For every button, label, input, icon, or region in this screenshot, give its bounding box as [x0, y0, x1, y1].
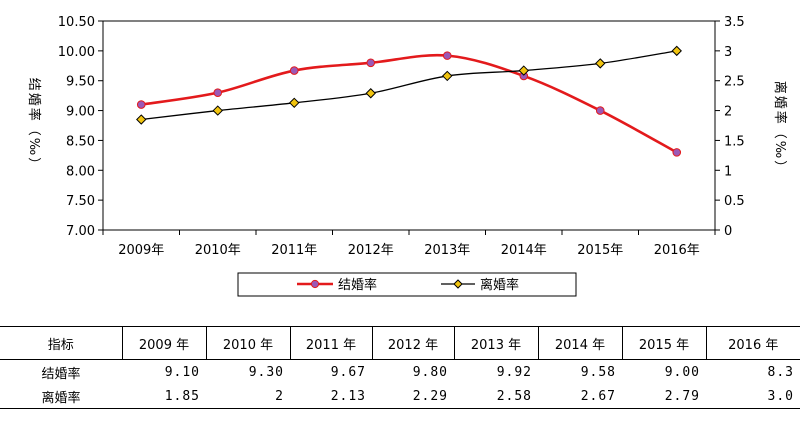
marriage-rate-point: [595, 106, 605, 115]
x-tick-label: 2010年: [195, 243, 241, 258]
legend-marriage-marker: [310, 279, 320, 289]
table-year-header: 2016 年: [705, 326, 800, 360]
table-row-label: 结婚率: [41, 366, 81, 382]
legend: 结婚率 离婚率: [237, 272, 577, 297]
table-cell: 1.85: [122, 384, 206, 409]
table-year-header: 2013 年: [453, 326, 538, 360]
x-tick-label: 2013年: [424, 243, 470, 258]
divorce-rate-point: [136, 114, 147, 125]
x-tick-label: 2009年: [118, 243, 164, 258]
marriage-rate-point: [672, 148, 682, 157]
y-left-tick-label: 10.50: [58, 15, 95, 30]
table-year-header: 2011 年: [289, 326, 372, 360]
y-right-tick-label: 2.5: [724, 75, 745, 90]
x-tick-label: 2011年: [271, 243, 317, 258]
x-tick-label: 2014年: [501, 243, 547, 258]
divorce-rate-point: [212, 105, 223, 116]
table-row-marriage-rate: 结婚率 9.10 9.30 9.67 9.80 9.92 9.58 9.00 8…: [0, 360, 800, 385]
legend-divorce-marker: [453, 279, 463, 289]
table-cell: 8.3: [767, 364, 794, 380]
marriage-divorce-chart: 7.00 7.50 8.00 8.50 9.00 9.50 10.00 10.50 0 0.5 1 1…: [26, 15, 788, 297]
table-cell: 3.0: [706, 384, 800, 409]
table-cell: 9.80: [412, 364, 448, 380]
table-row-divorce-rate: 离婚率 1.85 2 2.13 2.29 2.58 2.67 2.79 3.0: [0, 384, 800, 409]
y-right-tick-label: 0.5: [724, 194, 745, 209]
y-left-tick-label: 7.50: [66, 194, 95, 209]
table-year-header: 2009 年: [121, 326, 206, 360]
divorce-rate-point: [518, 65, 529, 76]
table-year-header: 2015 年: [621, 326, 706, 360]
series-layer: [136, 45, 682, 157]
table-header-label: 指标: [0, 326, 122, 360]
marriage-rate-point: [213, 88, 223, 97]
divorce-rate-point: [671, 45, 682, 57]
y-left-tick-label: 8.00: [66, 164, 95, 179]
table-row-label: 离婚率: [0, 384, 122, 409]
y-left-tick-label: 9.00: [66, 105, 95, 120]
divorce-rate-point: [365, 88, 376, 99]
x-tick-label: 2016年: [654, 243, 700, 258]
legend-marriage-label: 结婚率: [338, 277, 377, 293]
table-cell: 2: [206, 384, 290, 409]
y-left-tick-label: 8.50: [66, 134, 95, 149]
legend-divorce-label: 离婚率: [480, 277, 519, 293]
y-right-tick-label: 2: [724, 105, 732, 120]
table-cell: 2.13: [290, 384, 372, 409]
y-right-tick-label: 1.5: [724, 134, 745, 149]
table-cell: 2.29: [372, 384, 454, 409]
y-left-tick-label: 7.00: [66, 224, 95, 239]
legend-frame: [237, 272, 577, 297]
y-left-tick-label: 10.00: [58, 45, 95, 60]
divorce-rate-line: [141, 50, 677, 121]
table-cell: 9.92: [496, 364, 532, 380]
y-right-tick-label: 1: [724, 164, 732, 179]
table-year-header: 2012 年: [371, 326, 454, 360]
marriage-rate-line: [141, 53, 678, 154]
table-cell: 2.67: [538, 384, 622, 409]
y-axis-left-label: 结婚率（‰）: [26, 78, 42, 172]
axes-layer: 7.00 7.50 8.00 8.50 9.00 9.50 10.00 10.50 0 0.5 1 1…: [58, 15, 745, 258]
y-right-tick-label: 0: [724, 224, 732, 239]
table-cell: 9.58: [580, 364, 616, 380]
y-left-tick-label: 9.50: [66, 75, 95, 90]
y-right-tick-label: 3: [724, 45, 732, 60]
marriage-rate-point: [136, 100, 146, 109]
divorce-rate-point: [442, 70, 453, 82]
table-cell: 9.00: [664, 364, 700, 380]
table-year-header: 2010 年: [205, 326, 290, 360]
divorce-rate-point: [595, 58, 606, 69]
table-cell: 2.58: [454, 384, 538, 409]
table-cell: 9.30: [248, 364, 284, 380]
table-cell: 9.10: [164, 364, 200, 380]
table-header-row: 指标 2009 年 2010 年 2011 年 2012 年 2013 年 20…: [0, 326, 800, 360]
table-year-header: 2014 年: [537, 326, 622, 360]
table-cell: 9.67: [330, 364, 366, 380]
divorce-rate-point: [289, 97, 300, 109]
x-tick-label: 2015年: [577, 243, 623, 258]
y-right-tick-label: 3.5: [724, 15, 745, 30]
plot-area-frame: [102, 20, 716, 231]
marriage-rate-point: [289, 66, 299, 75]
table-cell: 2.79: [622, 384, 706, 409]
x-tick-label: 2012年: [348, 243, 394, 258]
marriage-rate-point: [442, 51, 452, 60]
marriage-rate-point: [366, 58, 376, 68]
data-table: 指标 2009 年 2010 年 2011 年 2012 年 2013 年 20…: [0, 326, 800, 409]
y-axis-right-label: 离婚率（‰）: [772, 81, 788, 175]
